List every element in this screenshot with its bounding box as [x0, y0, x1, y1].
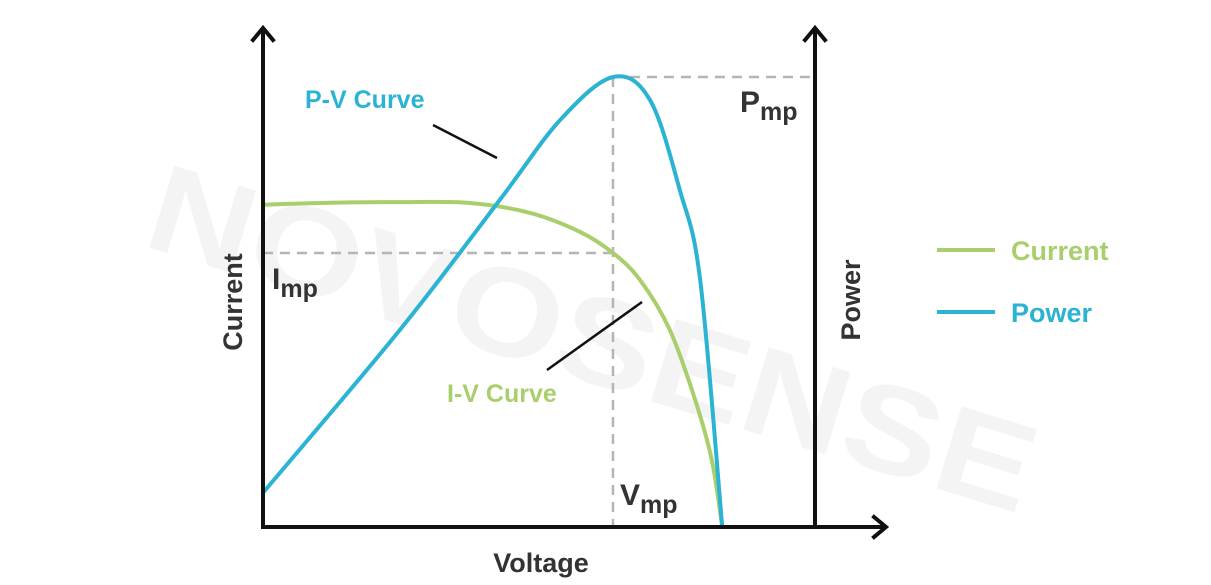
curves	[261, 74, 725, 528]
legend-label-current: Current	[1011, 236, 1109, 266]
vmp-label: Vmp	[620, 479, 678, 519]
y-axis-right-label: Power	[836, 259, 866, 341]
y-axis-left-arrow	[250, 24, 276, 43]
pmp-label: Pmp	[740, 86, 798, 126]
y-axis-left-label: Current	[218, 253, 248, 351]
legend-label-power: Power	[1011, 298, 1093, 328]
axes	[250, 24, 890, 540]
pmp-main: P	[740, 86, 760, 119]
x-axis-label: Voltage	[493, 548, 589, 578]
power-curve	[261, 74, 725, 528]
mpp-guides	[263, 75, 815, 527]
iv-curve-label: I-V Curve	[447, 380, 557, 408]
vmp-main: V	[620, 479, 640, 512]
x-axis-arrow	[871, 514, 890, 540]
y-axis-right-arrow	[802, 24, 828, 43]
iv-leader-line	[546, 300, 643, 372]
pmp-sub: mp	[760, 98, 798, 126]
pv-curve-label: P-V Curve	[305, 86, 425, 114]
imp-main: I	[272, 263, 280, 296]
imp-sub: mp	[280, 275, 318, 303]
legend: Current Power	[937, 236, 1109, 328]
imp-label: Imp	[272, 263, 318, 303]
pv-leader-line	[432, 123, 498, 160]
current-curve	[262, 199, 725, 528]
vmp-sub: mp	[640, 491, 678, 519]
